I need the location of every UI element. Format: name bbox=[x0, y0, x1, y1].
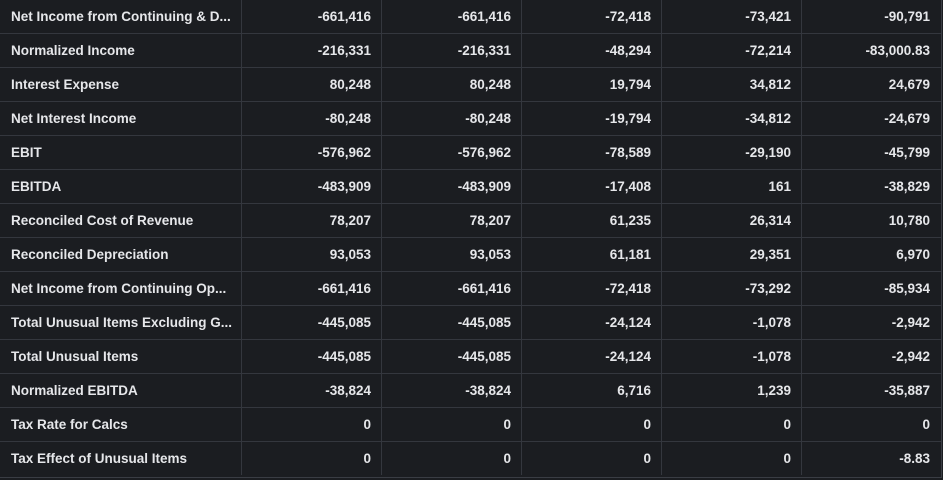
table-cell: -483,909 bbox=[381, 170, 521, 203]
table-row: Net Interest Income -80,248 -80,248 -19,794… bbox=[0, 101, 941, 135]
table-cell: -34,812 bbox=[661, 102, 801, 135]
table-cell: -38,824 bbox=[381, 374, 521, 407]
table-cell: -48,294 bbox=[521, 34, 661, 67]
table-cell: -90,791 bbox=[801, 0, 941, 33]
table-row: Tax Rate for Calcs 0 0 0 0 0 bbox=[0, 407, 941, 441]
table-cell: -45,799 bbox=[801, 136, 941, 169]
table-cell: 0 bbox=[661, 408, 801, 441]
table-cell: -445,085 bbox=[381, 340, 521, 373]
table-cell: -38,829 bbox=[801, 170, 941, 203]
table-cell: 29,351 bbox=[661, 238, 801, 271]
table-cell: -72,214 bbox=[661, 34, 801, 67]
table-cell: -19,794 bbox=[521, 102, 661, 135]
table-cell: -445,085 bbox=[241, 340, 381, 373]
row-label: EBITDA bbox=[11, 179, 62, 194]
table-cell: 0 bbox=[521, 442, 661, 475]
table-cell: -576,962 bbox=[241, 136, 381, 169]
row-label: Total Unusual Items bbox=[11, 349, 139, 364]
table-cell: -17,408 bbox=[521, 170, 661, 203]
table-cell: 161 bbox=[661, 170, 801, 203]
table-cell: 80,248 bbox=[381, 68, 521, 101]
row-label: Normalized EBITDA bbox=[11, 383, 138, 398]
table-cell: -24,124 bbox=[521, 306, 661, 339]
table-cell: 1,239 bbox=[661, 374, 801, 407]
table-cell: -1,078 bbox=[661, 340, 801, 373]
table-cell: 6,716 bbox=[521, 374, 661, 407]
table-cell: 0 bbox=[661, 442, 801, 475]
table-cell: 61,235 bbox=[521, 204, 661, 237]
table-cell: -661,416 bbox=[381, 0, 521, 33]
table-row: Tax Effect of Unusual Items 0 0 0 0 -8.83 bbox=[0, 441, 941, 475]
table-row: Total Unusual Items Excluding G... -445,0… bbox=[0, 305, 941, 339]
table-cell: -445,085 bbox=[381, 306, 521, 339]
table-cell: 34,812 bbox=[661, 68, 801, 101]
table-cell: 80,248 bbox=[241, 68, 381, 101]
table-cell: -80,248 bbox=[381, 102, 521, 135]
row-label: Total Unusual Items Excluding G... bbox=[11, 315, 233, 330]
row-label: Interest Expense bbox=[11, 77, 120, 92]
table-cell: -1,078 bbox=[661, 306, 801, 339]
table-cell: 0 bbox=[381, 442, 521, 475]
row-label: Tax Rate for Calcs bbox=[11, 417, 128, 432]
table-cell: -216,331 bbox=[381, 34, 521, 67]
row-label: Reconciled Cost of Revenue bbox=[11, 213, 194, 228]
table-cell: -73,421 bbox=[661, 0, 801, 33]
table-row: Interest Expense 80,248 80,248 19,794 34,812… bbox=[0, 67, 941, 101]
table-cell: 78,207 bbox=[381, 204, 521, 237]
table-row: Net Income from Continuing Op... -661,416… bbox=[0, 271, 941, 305]
table-cell: 24,679 bbox=[801, 68, 941, 101]
row-label: Tax Effect of Unusual Items bbox=[11, 451, 188, 466]
table-cell: 10,780 bbox=[801, 204, 941, 237]
table-row: Reconciled Depreciation 93,053 93,053 61,18… bbox=[0, 237, 941, 271]
table-cell: -216,331 bbox=[241, 34, 381, 67]
table-cell: 6,970 bbox=[801, 238, 941, 271]
row-label: EBIT bbox=[11, 145, 42, 160]
table-row: Total Unusual Items -445,085 -445,085 -24,1… bbox=[0, 339, 941, 373]
table-cell: -2,942 bbox=[801, 306, 941, 339]
table-cell: -83,000.83 bbox=[801, 34, 941, 67]
table-cell: -38,824 bbox=[241, 374, 381, 407]
table-cell: -576,962 bbox=[381, 136, 521, 169]
table-cell: -85,934 bbox=[801, 272, 941, 305]
row-label: Net Income from Continuing Op... bbox=[11, 281, 227, 296]
table-cell: 19,794 bbox=[521, 68, 661, 101]
table-cell: -35,887 bbox=[801, 374, 941, 407]
table-row: EBIT -576,962 -576,962 -78,589 -29,190 -45,79… bbox=[0, 135, 941, 169]
table-cell: 61,181 bbox=[521, 238, 661, 271]
table-cell: 0 bbox=[241, 442, 381, 475]
row-label: Net Income from Continuing & D... bbox=[11, 9, 231, 24]
table-cell: -661,416 bbox=[241, 0, 381, 33]
table-row: Normalized EBITDA -38,824 -38,824 6,716 1,23… bbox=[0, 373, 941, 407]
row-label: Net Interest Income bbox=[11, 111, 137, 126]
table-cell: -29,190 bbox=[661, 136, 801, 169]
table-cell: 93,053 bbox=[241, 238, 381, 271]
table-cell: 26,314 bbox=[661, 204, 801, 237]
table-cell: -80,248 bbox=[241, 102, 381, 135]
table-row: Normalized Income -216,331 -216,331 -48,294… bbox=[0, 33, 941, 67]
table-cell: -24,679 bbox=[801, 102, 941, 135]
table-cell: -78,589 bbox=[521, 136, 661, 169]
table-cell: 0 bbox=[521, 408, 661, 441]
table-row: EBITDA -483,909 -483,909 -17,408 161 -38,829 bbox=[0, 169, 941, 203]
table-cell: -24,124 bbox=[521, 340, 661, 373]
table-cell: 0 bbox=[241, 408, 381, 441]
table-cell: 93,053 bbox=[381, 238, 521, 271]
table-cell: -483,909 bbox=[241, 170, 381, 203]
table-cell: 0 bbox=[801, 408, 941, 441]
table-cell: -73,292 bbox=[661, 272, 801, 305]
table-cell: 0 bbox=[381, 408, 521, 441]
row-label: Reconciled Depreciation bbox=[11, 247, 169, 262]
table-cell: -661,416 bbox=[241, 272, 381, 305]
table-cell: -2,942 bbox=[801, 340, 941, 373]
table-cell: -661,416 bbox=[381, 272, 521, 305]
table-cell: -8.83 bbox=[801, 442, 941, 475]
row-label: Normalized Income bbox=[11, 43, 135, 58]
table-cell: -72,418 bbox=[521, 0, 661, 33]
table-cell: -72,418 bbox=[521, 272, 661, 305]
table-cell: -445,085 bbox=[241, 306, 381, 339]
table-cell: 78,207 bbox=[241, 204, 381, 237]
table-row: Net Income from Continuing & D... -661,41… bbox=[0, 0, 941, 33]
table-row: Reconciled Cost of Revenue 78,207 78,207 61… bbox=[0, 203, 941, 237]
